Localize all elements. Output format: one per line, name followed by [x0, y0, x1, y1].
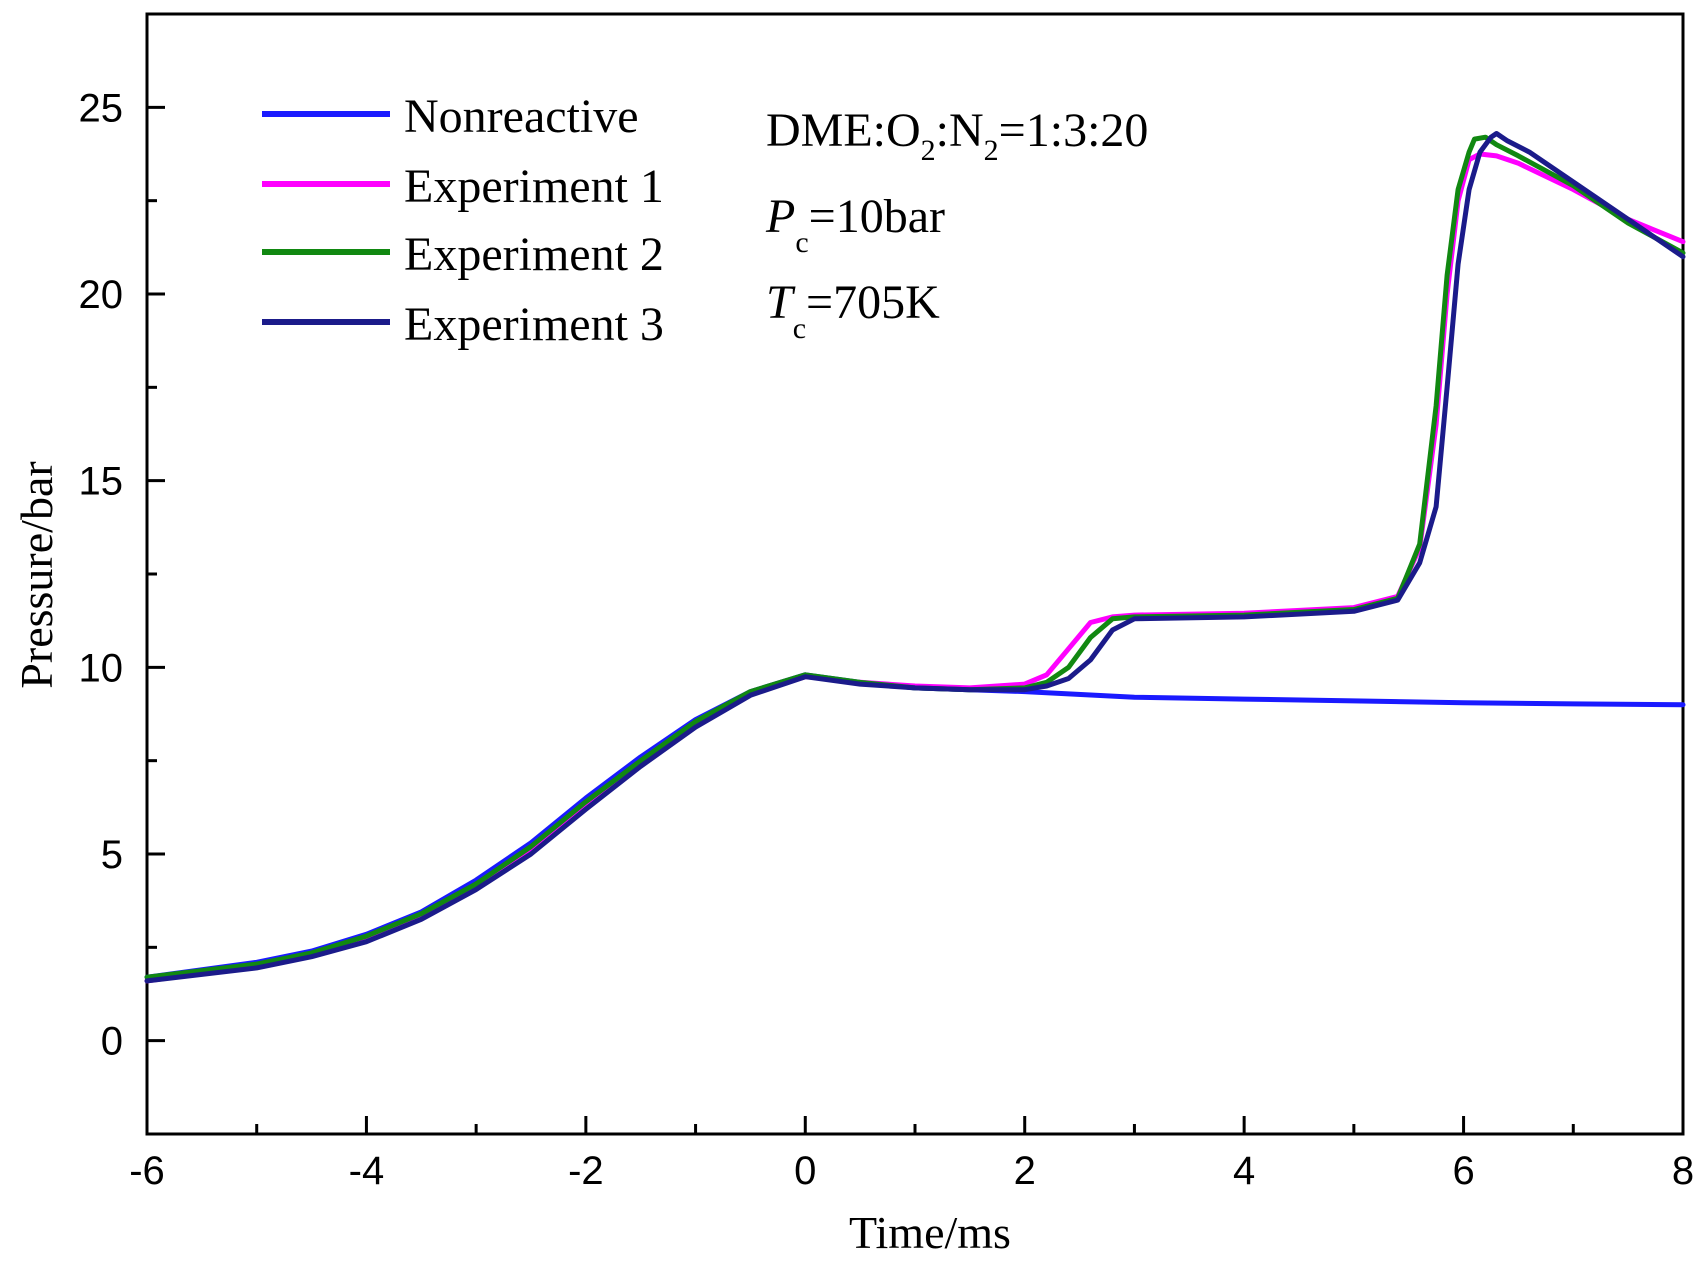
annotation-temperature: Tc=705K — [766, 276, 940, 345]
series-line-experiment-3 — [144, 131, 1686, 984]
x-tick-label: 6 — [1452, 1149, 1474, 1193]
legend-label-experiment-2: Experiment 2 — [404, 228, 664, 281]
axis-ticks — [145, 12, 1685, 1136]
series-line-experiment-1 — [144, 151, 1686, 984]
x-tick-label: -4 — [349, 1149, 385, 1193]
x-tick-label: 2 — [1014, 1149, 1036, 1193]
y-tick-labels: 0 5 10 15 20 25 — [79, 86, 124, 1063]
y-tick-label: 5 — [101, 833, 123, 877]
x-axis-title: Time/ms — [849, 1207, 1011, 1258]
y-tick-label: 25 — [79, 86, 124, 130]
x-tick-label: -2 — [568, 1149, 604, 1193]
y-tick-label: 10 — [79, 646, 124, 690]
annotation-mixture: DME:O2:N2=1:3:20 — [766, 104, 1148, 167]
y-axis-title: Pressure/bar — [11, 461, 62, 688]
series-layer — [144, 131, 1686, 984]
annotation-pressure: Pc=10bar — [765, 190, 945, 259]
legend-label-nonreactive: Nonreactive — [404, 90, 639, 143]
x-tick-labels: -6 -4 -2 0 2 4 6 8 — [129, 1149, 1694, 1193]
legend-label-experiment-1: Experiment 1 — [404, 160, 664, 213]
y-tick-label: 20 — [79, 273, 124, 317]
x-tick-label: 4 — [1233, 1149, 1255, 1193]
x-tick-label: 0 — [794, 1149, 816, 1193]
x-tick-label: 8 — [1672, 1149, 1694, 1193]
y-tick-label: 15 — [79, 460, 124, 504]
series-line-experiment-2 — [144, 134, 1686, 980]
legend-label-experiment-3: Experiment 3 — [404, 298, 664, 351]
legend: Nonreactive Experiment 1 Experiment 2 Ex… — [262, 90, 664, 351]
x-tick-label: -6 — [129, 1149, 165, 1193]
y-tick-label: 0 — [101, 1020, 123, 1064]
